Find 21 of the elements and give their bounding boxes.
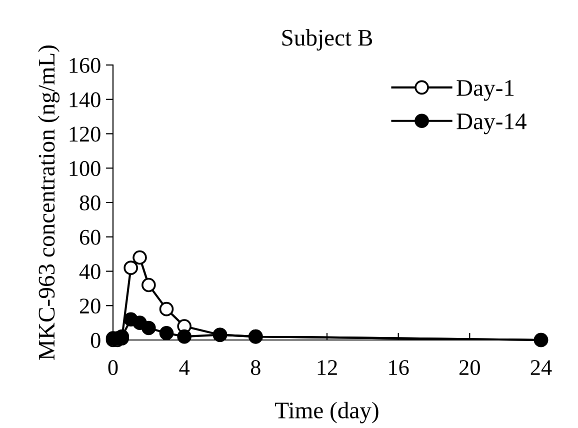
chart-title: Subject B	[282, 29, 372, 51]
x-tick-label: 16	[389, 360, 409, 376]
x-tick-label: 0	[108, 360, 118, 376]
x-tick-label: 24	[530, 360, 552, 375]
y-tick-label: 60	[80, 230, 100, 245]
x-tick-label: 4	[179, 360, 190, 375]
y-tick-label: 100	[70, 161, 100, 176]
x-tick-label: 20	[460, 360, 480, 376]
x-tick-label: 8	[250, 360, 260, 376]
y-axis-title: MKC-963 concentration (ng/mL)	[38, 46, 60, 360]
y-tick-label: 160	[70, 58, 100, 73]
y-tick-label: 40	[79, 264, 100, 280]
x-tick-label: 12	[318, 360, 337, 375]
y-tick-label: 120	[70, 126, 100, 142]
legend-label: Day-14	[456, 114, 526, 134]
y-tick-label: 80	[80, 195, 100, 210]
y-tick-label: 20	[80, 298, 100, 314]
x-axis-title: Time (day)	[275, 402, 378, 424]
y-tick-label: 140	[70, 92, 100, 108]
y-tick-label: 0	[90, 332, 100, 348]
legend-label: Day-1	[456, 80, 514, 101]
